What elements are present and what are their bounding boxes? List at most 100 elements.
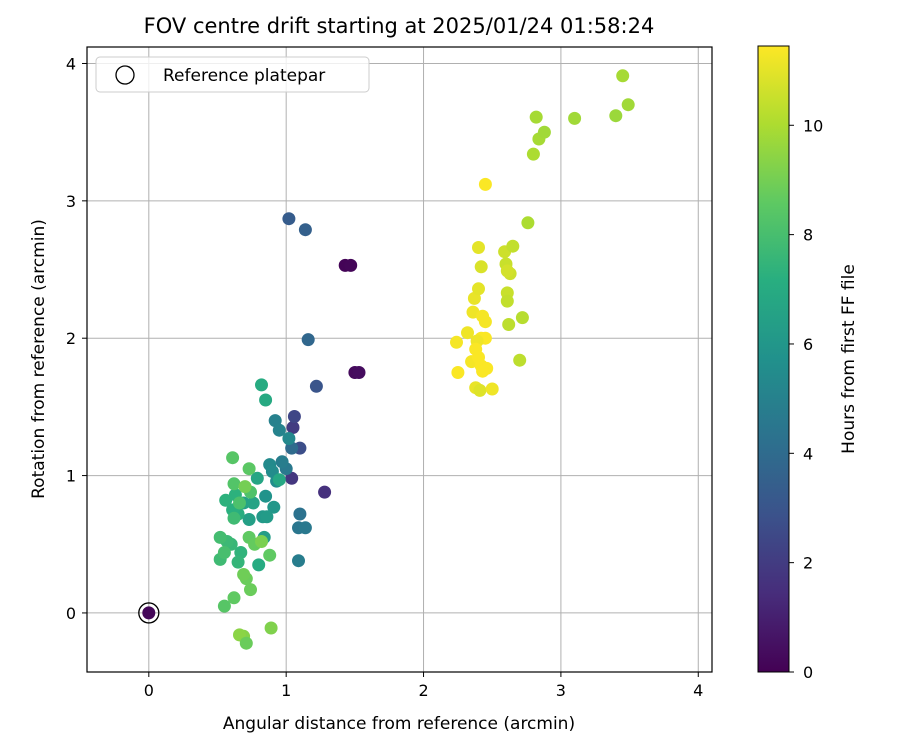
data-point [142, 606, 156, 620]
data-point [473, 383, 487, 397]
y-tick-label: 0 [66, 604, 76, 623]
data-point [506, 239, 520, 253]
colorbar-ticks: 0 2 4 6 8 10 [789, 116, 823, 682]
colorbar-gradient [757, 45, 790, 673]
y-tick-label: 2 [66, 329, 76, 348]
data-point [568, 111, 582, 125]
data-point [461, 326, 474, 340]
data-point [472, 241, 485, 254]
data-point [526, 147, 540, 161]
data-point [255, 378, 268, 392]
data-point [282, 432, 296, 445]
data-point [217, 546, 231, 559]
legend: Reference platepar [95, 56, 370, 93]
data-point [500, 294, 514, 308]
data-point [250, 471, 264, 485]
data-point [476, 364, 490, 378]
colorbar: 0 2 4 6 8 10 Hours from first FF file [757, 45, 859, 682]
data-point [263, 548, 277, 562]
data-point [237, 568, 251, 581]
reference-marker-group [138, 602, 160, 624]
data-point [298, 223, 312, 237]
colorbar-tick-label: 2 [803, 554, 813, 573]
x-tick-label: 2 [418, 681, 428, 700]
x-tick-label: 0 [144, 681, 154, 700]
data-point [472, 282, 485, 296]
data-point [344, 258, 358, 272]
y-tick-label: 3 [66, 192, 76, 211]
data-point [478, 315, 492, 329]
colorbar-label: Hours from first FF file [839, 264, 859, 454]
y-axis-label: Rotation from reference (arcmin) [29, 219, 49, 499]
chart-title: FOV centre drift starting at 2025/01/24 … [144, 14, 655, 38]
x-tick-label: 4 [693, 681, 703, 700]
data-point [298, 521, 312, 535]
data-point [275, 455, 289, 469]
data-point [239, 636, 253, 650]
x-tick-label: 3 [556, 681, 566, 700]
grid-lines [87, 47, 712, 672]
x-tick-label: 1 [281, 681, 291, 700]
data-point [238, 480, 252, 494]
data-point [252, 558, 266, 572]
x-axis-ticks: 0 1 2 3 4 [144, 672, 703, 700]
data-point [352, 366, 366, 379]
data-point [259, 393, 273, 407]
plot-frame [86, 46, 713, 673]
data-point [502, 318, 516, 331]
data-point [616, 69, 630, 83]
colorbar-tick-label: 10 [803, 116, 823, 135]
data-point [231, 555, 245, 569]
data-point [244, 583, 257, 597]
data-point [227, 591, 241, 605]
data-point [529, 110, 543, 124]
data-point [226, 451, 240, 465]
data-point [285, 471, 299, 485]
data-point [293, 507, 307, 521]
data-point [272, 473, 286, 487]
data-point [500, 264, 514, 278]
data-point [450, 335, 463, 349]
data-point [513, 353, 527, 367]
data-point [318, 485, 332, 499]
colorbar-tick-label: 6 [803, 335, 813, 354]
data-point [451, 366, 465, 379]
data-point [282, 212, 296, 226]
data-point [233, 496, 246, 510]
data-point [260, 510, 274, 524]
data-point [286, 421, 300, 434]
data-points [142, 69, 635, 650]
data-point [515, 311, 529, 325]
y-axis-ticks: 0 1 2 3 4 [66, 54, 87, 623]
y-tick-label: 1 [66, 467, 76, 486]
data-point [259, 489, 273, 503]
data-point [621, 98, 635, 112]
data-point [474, 260, 488, 274]
data-point [227, 477, 241, 491]
data-point [478, 177, 492, 191]
data-point [287, 410, 301, 423]
data-point [217, 599, 231, 613]
data-point [272, 423, 286, 437]
data-point [213, 530, 227, 544]
data-point [309, 379, 323, 393]
reference-platepar-marker [138, 602, 160, 624]
colorbar-tick-label: 0 [803, 663, 813, 682]
y-tick-label: 4 [66, 54, 76, 73]
data-point [267, 500, 281, 514]
data-point [301, 333, 315, 347]
data-point [219, 493, 233, 507]
colorbar-tick-label: 4 [803, 444, 813, 463]
legend-marker [115, 65, 135, 85]
data-point [609, 109, 623, 123]
data-point [246, 496, 260, 510]
data-point [292, 554, 305, 568]
data-point [255, 535, 268, 548]
data-point [521, 216, 535, 230]
data-point [242, 513, 256, 526]
data-point [537, 125, 551, 139]
legend-label: Reference platepar [163, 66, 325, 86]
data-point [485, 382, 499, 396]
data-point [264, 621, 278, 635]
